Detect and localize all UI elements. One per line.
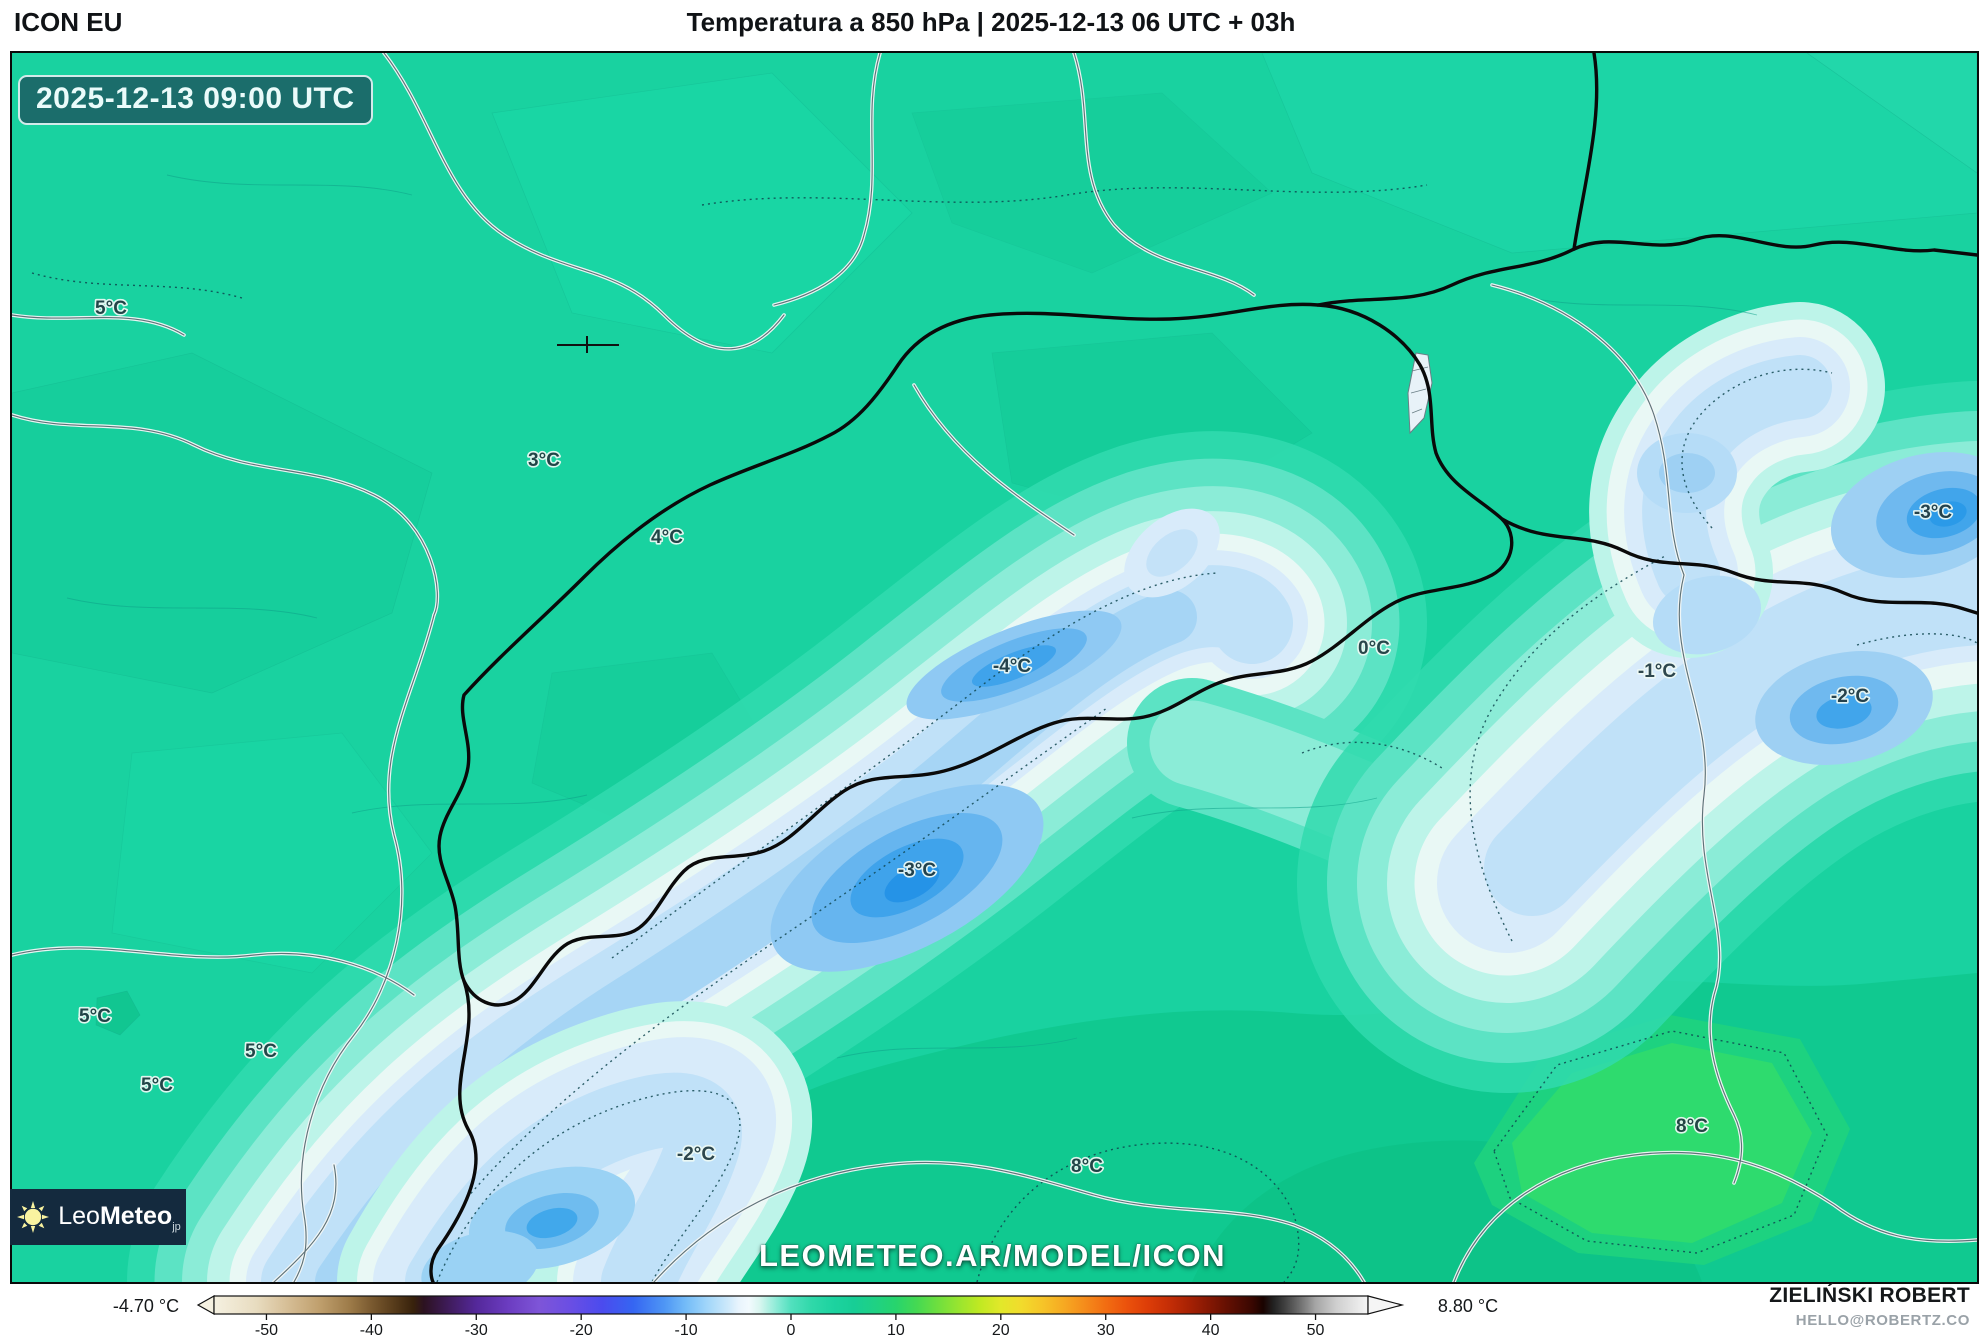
colorbar-left-arrow <box>196 1294 215 1316</box>
colorbar-tick-label: 0 <box>787 1322 796 1338</box>
border-france-italy <box>429 979 478 1282</box>
po-valley-greens <box>652 973 1977 1282</box>
temp-labels: 5°C 3°C 4°C -4°C 0°C -1°C -3°C -2°C -3°C 5°C 5°C 5°… <box>77 296 1954 1178</box>
colorbar-tick-label: -30 <box>465 1322 488 1338</box>
timestamp-badge: 2025-12-13 09:00 UTC <box>18 75 373 125</box>
logo-text-light: Leo <box>58 1201 100 1230</box>
admin-borders <box>12 53 1977 1282</box>
logo-text-bold: Meteo <box>99 1201 173 1230</box>
map-tick-mark <box>557 336 619 353</box>
map-temp-label: 8°C <box>1071 1156 1103 1177</box>
sun-icon <box>15 1199 51 1235</box>
map-temp-label: -4°C <box>993 656 1031 677</box>
credits: ZIELIŃSKI ROBERT HELLO@ROBERTZ.CO <box>1769 1284 1970 1329</box>
author-contact: HELLO@ROBERTZ.CO <box>1795 1312 1970 1329</box>
colorbar-tick-label: 10 <box>887 1322 905 1338</box>
map-temp-label: 8°C <box>1676 1116 1708 1137</box>
colorbar-tick-label: 20 <box>992 1322 1010 1338</box>
colorbar-tick-label: 50 <box>1307 1322 1325 1338</box>
map-temp-label: 5°C <box>95 298 127 319</box>
map-canvas: 5°C 3°C 4°C -4°C 0°C -1°C -3°C -2°C -3°C 5°C 5°C 5°… <box>10 51 1979 1284</box>
colorbar: -4.70 °C 8.80 °C -50 -40 -30 -20 -10 0 10 20 30 4… <box>113 1294 1498 1338</box>
colorbar-tick-label: -20 <box>570 1322 593 1338</box>
colorbar-min-label: -4.70 °C <box>113 1296 179 1316</box>
border-switzerland <box>437 302 1514 1007</box>
map-temp-label: -1°C <box>1638 661 1676 682</box>
colorbar-tick-label: -40 <box>360 1322 383 1338</box>
colorbar-tick-label: -50 <box>255 1322 278 1338</box>
author-name: ZIELIŃSKI ROBERT <box>1769 1284 1970 1307</box>
colorbar-tick-label: 40 <box>1202 1322 1220 1338</box>
map-temp-label: -3°C <box>1914 502 1952 523</box>
cold-pockets <box>421 433 1977 1282</box>
border-italy-austria <box>1500 517 1977 615</box>
border-spur-north <box>1572 53 1599 251</box>
map-temp-label: 5°C <box>79 1006 111 1027</box>
colorbar-right-arrow <box>1367 1295 1405 1315</box>
country-borders <box>429 53 1977 1282</box>
colorbar-gradient-bar <box>213 1295 1369 1315</box>
map-temp-label: 5°C <box>141 1075 173 1096</box>
map-temp-label: 0°C <box>1358 638 1390 659</box>
model-name: ICON EU <box>14 7 123 37</box>
border-germany-austria <box>1316 234 1977 307</box>
colorbar-tick-label: 30 <box>1097 1322 1115 1338</box>
dotted-contours <box>31 184 1977 1282</box>
colorbar-tick-label: -10 <box>675 1322 698 1338</box>
map-temp-label: -2°C <box>677 1144 715 1165</box>
map-temp-label: 3°C <box>528 450 560 471</box>
map-temp-label: 5°C <box>245 1041 277 1062</box>
timestamp-text: 2025-12-13 09:00 UTC <box>36 82 355 115</box>
map-temp-label: -3°C <box>898 860 936 881</box>
colorbar-max-label: 8.80 °C <box>1438 1296 1498 1316</box>
watermark: LEOMETEO.AR/MODEL/ICON <box>759 1238 1226 1273</box>
leometeo-logo: LeoMeteojp <box>10 1189 186 1245</box>
page-title: Temperatura a 850 hPa | 2025-12-13 06 UT… <box>686 7 1296 37</box>
thin-contours <box>66 174 1758 1059</box>
colorbar-ticks: -50 -40 -30 -20 -10 0 10 20 30 40 50 <box>255 1314 1325 1338</box>
map-temp-label: -2°C <box>1831 686 1869 707</box>
liechtenstein-shape <box>1407 352 1433 435</box>
map-temp-label: 4°C <box>651 527 683 548</box>
logo-text-suffix: jp <box>172 1220 181 1233</box>
weather-map-svg: 5°C 3°C 4°C -4°C 0°C -1°C -3°C -2°C -3°C 5°C 5°C 5°… <box>12 53 1977 1282</box>
logo-wordmark: LeoMeteojp <box>58 1202 181 1233</box>
